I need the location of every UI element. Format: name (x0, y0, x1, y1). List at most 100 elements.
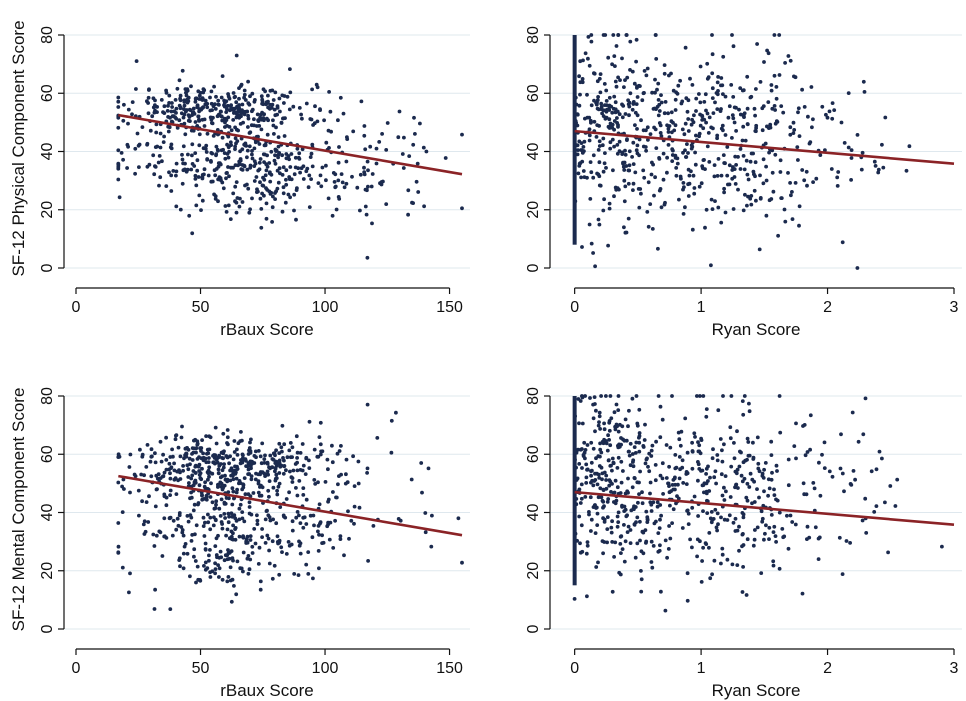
data-point (727, 182, 732, 187)
data-point (363, 204, 368, 209)
data-point (401, 166, 406, 170)
data-point (631, 140, 636, 145)
data-point (686, 511, 691, 516)
data-point (816, 557, 821, 561)
data-point (822, 466, 827, 470)
data-point (730, 136, 734, 140)
data-point (823, 148, 827, 153)
data-point (734, 471, 739, 476)
data-point (215, 460, 220, 465)
data-point (683, 148, 687, 153)
data-point (644, 509, 649, 514)
data-point (228, 468, 233, 473)
data-point (584, 462, 589, 467)
data-point (766, 477, 771, 482)
data-point (659, 100, 664, 105)
data-point (153, 587, 158, 592)
data-point (196, 502, 200, 507)
data-point (357, 505, 362, 510)
data-point (143, 529, 148, 534)
data-point (266, 513, 271, 518)
data-point (587, 222, 592, 227)
data-point (668, 536, 673, 541)
data-point (193, 151, 198, 156)
data-point (240, 438, 244, 443)
data-point (602, 540, 607, 544)
data-point (182, 456, 186, 461)
data-point (177, 118, 182, 123)
data-point (788, 125, 793, 130)
data-point (277, 166, 282, 171)
data-point (760, 519, 765, 524)
data-point (263, 173, 268, 178)
data-point (262, 118, 266, 123)
data-point (820, 452, 824, 457)
data-point (617, 139, 622, 144)
data-point (277, 151, 282, 155)
data-point (709, 197, 714, 202)
data-point (136, 488, 141, 493)
data-point (339, 172, 344, 177)
data-point (673, 482, 678, 487)
data-point (277, 451, 282, 455)
data-point (248, 94, 252, 99)
data-point (608, 394, 613, 398)
data-point (627, 163, 632, 168)
data-point (119, 151, 124, 155)
data-point (616, 510, 621, 515)
data-point (623, 507, 628, 512)
data-point (681, 181, 686, 185)
data-point (702, 100, 707, 104)
y-tick-label: 60 (39, 445, 56, 463)
data-point (187, 213, 192, 218)
data-point (154, 130, 159, 135)
data-point (594, 408, 598, 413)
data-point (585, 92, 589, 97)
data-point (874, 504, 879, 508)
x-tick-label: 3 (950, 299, 959, 316)
data-point (310, 87, 314, 92)
data-point (208, 95, 212, 100)
data-point (773, 534, 778, 538)
data-point (761, 157, 766, 162)
data-point (188, 462, 192, 467)
data-point (231, 118, 236, 122)
data-point (208, 495, 213, 499)
data-point (692, 186, 697, 190)
data-point (671, 88, 676, 93)
data-point (249, 466, 253, 471)
fit-line (574, 490, 955, 527)
data-point (830, 474, 835, 479)
data-point (273, 90, 278, 95)
data-point (772, 524, 777, 529)
data-point (217, 464, 222, 468)
data-point (311, 513, 316, 518)
data-point (140, 125, 145, 129)
data-point (662, 63, 667, 67)
data-point (233, 136, 238, 141)
data-point (256, 168, 261, 173)
data-point (588, 495, 593, 500)
data-point (751, 543, 756, 548)
data-point (203, 520, 207, 525)
data-point (362, 133, 367, 138)
data-point (640, 98, 645, 103)
data-point (150, 114, 155, 119)
data-point (836, 170, 841, 174)
data-point (266, 105, 270, 110)
data-point (597, 410, 602, 415)
data-point (777, 33, 782, 37)
data-point (151, 532, 156, 537)
data-point (668, 503, 672, 508)
data-point (731, 116, 736, 121)
data-point (249, 477, 254, 482)
data-point (638, 519, 642, 524)
data-point (740, 532, 745, 537)
data-point (198, 471, 203, 475)
data-point (307, 173, 312, 178)
data-point (308, 155, 313, 160)
data-point (262, 457, 267, 461)
data-point (191, 110, 196, 114)
data-point (202, 484, 207, 489)
data-point (578, 550, 583, 555)
